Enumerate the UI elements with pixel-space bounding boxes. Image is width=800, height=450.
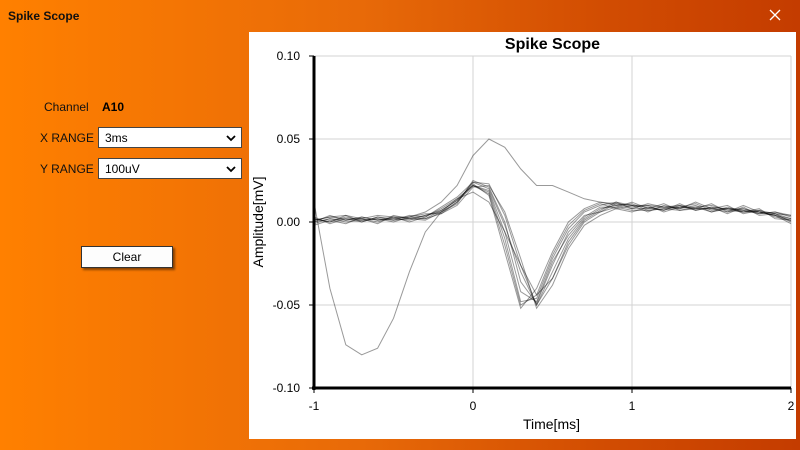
y-tick-label: 0.00 xyxy=(277,215,301,229)
y-tick-label: -0.10 xyxy=(273,381,301,395)
channel-value: A10 xyxy=(102,100,124,114)
clear-button[interactable]: Clear xyxy=(81,246,173,268)
y-axis-label: Amplitude[mV] xyxy=(250,176,266,267)
chevron-down-icon xyxy=(226,164,236,174)
y-range-dropdown[interactable]: 100uV xyxy=(98,158,242,179)
channel-label: Channel xyxy=(44,100,89,114)
window-title: Spike Scope xyxy=(8,9,79,23)
x-tick-label: 0 xyxy=(470,399,477,413)
spike-trace xyxy=(314,186,791,306)
x-range-label: X RANGE xyxy=(40,131,94,145)
x-range-dropdown[interactable]: 3ms xyxy=(98,127,242,148)
y-tick-label: 0.10 xyxy=(277,49,301,63)
spike-scope-plot: -1 0 1 2 0.10 0.05 0.00 -0.05 -0.10 Spike Scope Ti… xyxy=(249,32,796,439)
y-range-value: 100uV xyxy=(105,162,140,176)
x-axis-label: Time[ms] xyxy=(523,416,580,432)
chart-title: Spike Scope xyxy=(505,36,600,53)
y-range-label: Y RANGE xyxy=(40,162,94,176)
spike-trace xyxy=(314,186,791,309)
x-tick-label: 1 xyxy=(629,399,636,413)
x-tick-label: 2 xyxy=(788,399,795,413)
x-range-value: 3ms xyxy=(105,131,128,145)
x-tick-label: -1 xyxy=(309,399,320,413)
spike-trace xyxy=(314,184,791,308)
y-tick-label: 0.05 xyxy=(277,132,301,146)
y-tick-label: -0.05 xyxy=(273,298,301,312)
spike-trace xyxy=(314,182,791,305)
close-icon[interactable] xyxy=(764,4,786,26)
chart-svg: -1 0 1 2 0.10 0.05 0.00 -0.05 -0.10 Spike Scope Ti… xyxy=(249,32,796,439)
chevron-down-icon xyxy=(226,133,236,143)
spike-trace xyxy=(314,182,791,305)
